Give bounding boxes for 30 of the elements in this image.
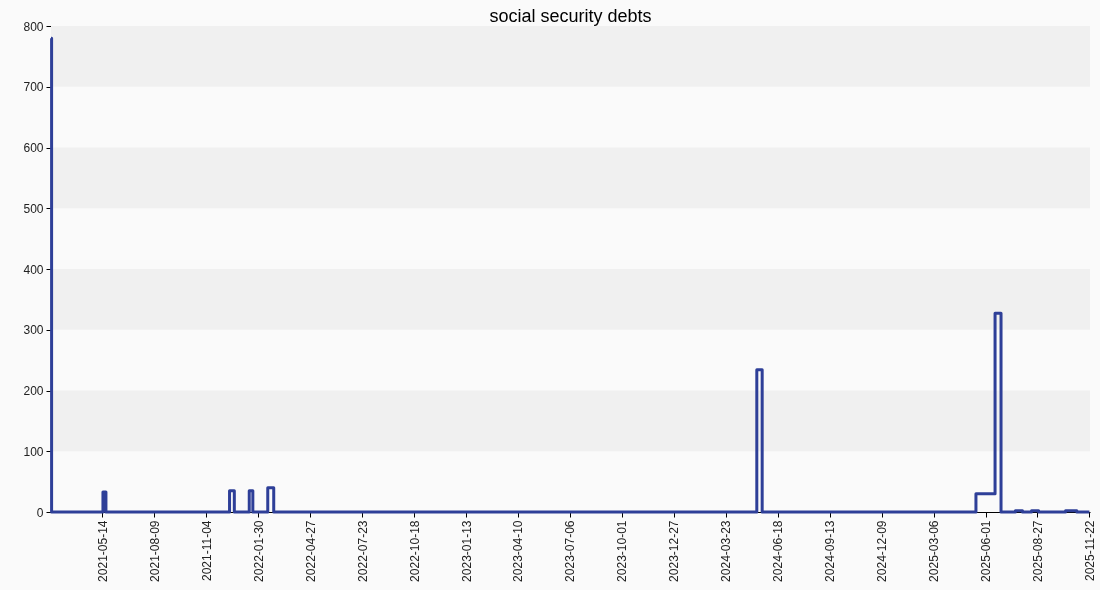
x-tick-label: 2025-11-22 <box>1082 520 1097 581</box>
y-tick-label: 100 <box>23 444 44 459</box>
x-tick-label: 2023-07-06 <box>563 520 578 582</box>
x-tick-label: 2023-10-01 <box>615 520 630 582</box>
y-tick-label: 400 <box>23 262 44 277</box>
y-tick-label: 200 <box>23 384 44 398</box>
x-tick-label: 2021-08-09 <box>147 520 162 582</box>
x-tick-label: 2025-08-27 <box>1030 520 1045 582</box>
x-tick-label: 2025-06-01 <box>979 520 993 582</box>
x-tick-label: 2021-05-14 <box>95 520 110 582</box>
x-tick-label: 2022-07-23 <box>355 520 370 582</box>
x-tick-label: 2024-09-13 <box>823 520 838 582</box>
chart-title: social security debts <box>489 6 652 26</box>
y-tick-label: 500 <box>23 201 44 216</box>
x-tick-label: 2024-12-09 <box>875 520 890 582</box>
x-tick-label: 2022-10-18 <box>407 520 422 582</box>
x-tick-label: 2024-03-23 <box>719 520 734 582</box>
y-tick-label: 600 <box>23 141 44 155</box>
x-tick-label: 2024-06-18 <box>771 520 786 582</box>
x-tick-label: 2023-01-13 <box>459 520 474 582</box>
x-tick-label: 2023-12-27 <box>667 520 682 582</box>
y-tick-label: 700 <box>23 80 44 95</box>
x-tick-label: 2025-03-06 <box>927 520 942 582</box>
x-tick-label: 2022-04-27 <box>303 520 318 582</box>
y-tick-label: 800 <box>23 19 44 34</box>
x-tick-label: 2023-04-10 <box>511 520 526 582</box>
x-tick-label: 2021-11-04 <box>199 520 214 581</box>
y-tick-label: 0 <box>36 505 44 520</box>
x-tick-label: 2022-01-30 <box>251 520 266 582</box>
y-tick-label: 300 <box>23 323 44 338</box>
